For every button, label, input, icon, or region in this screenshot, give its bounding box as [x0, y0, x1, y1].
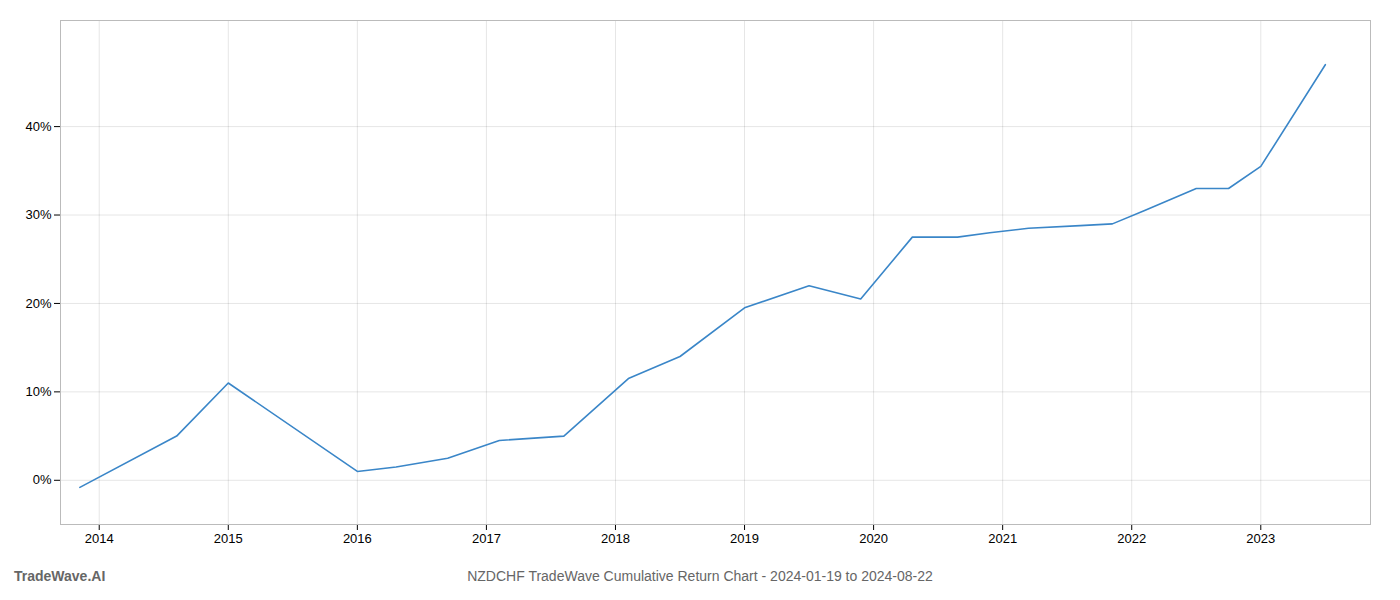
svg-text:2014: 2014: [85, 531, 114, 546]
svg-text:30%: 30%: [25, 207, 51, 222]
html-text:TradeWave.AI: TradeWave.AI: [14, 568, 106, 584]
svg-text:2017: 2017: [472, 531, 501, 546]
svg-text:0%: 0%: [33, 472, 52, 487]
svg-text:2018: 2018: [601, 531, 630, 546]
svg-text:2022: 2022: [1117, 531, 1146, 546]
svg-text:10%: 10%: [25, 384, 51, 399]
svg-text:2016: 2016: [343, 531, 372, 546]
svg-text:20%: 20%: [25, 296, 51, 311]
svg-text:40%: 40%: [25, 119, 51, 134]
svg-text:2020: 2020: [859, 531, 888, 546]
svg-text:2021: 2021: [988, 531, 1017, 546]
svg-text:2019: 2019: [730, 531, 759, 546]
svg-text:2023: 2023: [1246, 531, 1275, 546]
svg-text:2015: 2015: [214, 531, 243, 546]
html-text:NZDCHF TradeWave Cumulative Re: NZDCHF TradeWave Cumulative Return Chart…: [467, 568, 933, 584]
